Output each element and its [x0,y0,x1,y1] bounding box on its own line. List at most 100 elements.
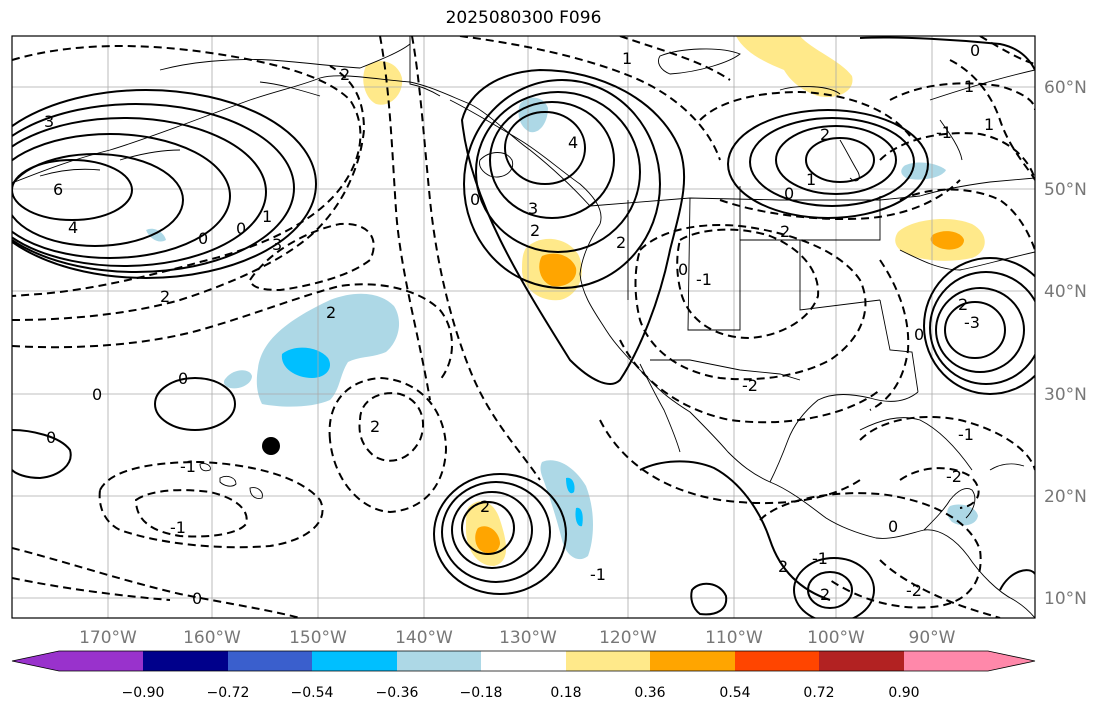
longitude-axis: 170°W 160°W 150°W 140°W 130°W 120°W 110°… [79,628,956,648]
contour-label: 3 [44,112,54,131]
contour-label: 2 [820,125,830,144]
contour-labels: 3 6 4 1 0 0 3 2 2 0 0 -1 -1 0 2 2 4 3 2 … [44,41,994,608]
shade-negative-region [901,162,946,180]
lon-tick-label: 150°W [289,628,347,648]
contour-label: 1 [262,207,272,226]
shade-negative-region [540,460,593,560]
shade-negative-region [146,228,166,242]
shade-positive-region [363,61,403,105]
latitude-axis: 60°N 50°N 40°N 30°N 20°N 10°N [1044,78,1087,609]
lon-tick-label: 110°W [705,628,763,648]
contour-label: 1 [806,170,816,189]
lon-tick-label: 120°W [599,628,657,648]
contour-label: 3 [272,235,282,254]
location-marker [262,437,280,455]
contour-label: -1 [936,123,952,142]
colorbar-tick-label: −0.72 [207,685,250,701]
shade-negative-region [256,293,400,407]
shade-negative-core [566,477,575,494]
contour-label: -2 [906,581,922,600]
shade-positive-core [930,231,964,250]
map-frame [11,35,1036,619]
lat-tick-label: 20°N [1044,487,1087,507]
contour-label: 0 [92,385,102,404]
contour-label: 0 [198,229,208,248]
contour-label: 6 [53,180,63,199]
shaded-anomaly-regions [146,36,985,566]
shade-negative-region [223,370,252,389]
contour-label: 0 [46,428,56,447]
shade-positive-core [539,253,577,287]
contour-label: 1 [622,49,632,68]
contour-label: 0 [470,190,480,209]
contour-label: 2 [326,303,336,322]
colorbar-segment [143,651,229,671]
contour-label: 0 [914,325,924,344]
lat-tick-label: 60°N [1044,78,1087,98]
colorbar-segment [904,651,989,671]
colorbar-tick-label: 0.36 [634,685,665,701]
colorbar-segment [312,651,398,671]
colorbar-tick-label: 0.54 [719,685,750,701]
lon-tick-label: 170°W [79,628,137,648]
contour-label: -2 [946,467,962,486]
lat-tick-label: 40°N [1044,282,1087,302]
colorbar-segment [228,651,313,671]
coastlines [12,36,1035,618]
contour-label: 2 [958,295,968,314]
lon-tick-label: 130°W [499,628,557,648]
lat-tick-label: 30°N [1044,385,1087,405]
colorbar-segment [397,651,482,671]
lon-tick-label: 100°W [807,628,865,648]
contour-label: 0 [178,369,188,388]
contour-label: 1 [964,77,974,96]
contour-label: 2 [370,417,380,436]
colorbar-tick-label: 0.18 [550,685,581,701]
colorbar-segment [735,651,820,671]
contour-label: 2 [778,557,788,576]
contour-label: -1 [812,549,828,568]
map-panel: 3 6 4 1 0 0 3 2 2 0 0 -1 -1 0 2 2 4 3 2 … [12,36,1035,618]
contour-label: 0 [678,260,688,279]
contour-label: 2 [530,221,540,240]
contour-label: 0 [784,184,794,203]
colorbar-segment [650,651,736,671]
colorbar: −0.90 −0.72 −0.54 −0.36 −0.18 0.18 0.36 … [11,650,1036,701]
contour-label: 2 [160,287,170,306]
contour-label: 0 [236,219,246,238]
lon-tick-label: 140°W [395,628,453,648]
contour-label: -1 [590,565,606,584]
contour-label: 0 [192,589,202,608]
contour-label: -1 [180,457,196,476]
contour-label: 2 [340,65,350,84]
colorbar-tick-label: 0.90 [888,685,919,701]
solid-contours [12,36,1035,618]
colorbar-extend-low [12,651,59,671]
contour-label: -1 [696,270,712,289]
contour-label: 0 [970,41,980,60]
contour-label: -3 [964,313,980,332]
colorbar-segment [566,651,651,671]
contour-label: 1 [984,115,994,134]
colorbar-tick-label: −0.36 [376,685,419,701]
contour-label: 2 [480,497,490,516]
shade-positive-region [736,36,853,98]
lon-tick-label: 160°W [183,628,241,648]
colorbar-extend-high [988,651,1035,671]
colorbar-segment [819,651,905,671]
colorbar-tick-label: 0.72 [803,685,834,701]
shade-negative-region [947,504,978,526]
colorbar-tick-label: −0.54 [291,685,334,701]
colorbar-segment [59,651,144,671]
contour-label: 3 [528,199,538,218]
lon-tick-label: 90°W [909,628,956,648]
contour-label: 2 [616,233,626,252]
colorbar-segment [481,651,567,671]
contour-label: 4 [68,218,78,237]
contour-label: 2 [820,585,830,604]
dashed-contours [12,36,1035,618]
contour-label: -1 [170,518,186,537]
contour-label: -1 [958,425,974,444]
contour-label: -2 [742,376,758,395]
